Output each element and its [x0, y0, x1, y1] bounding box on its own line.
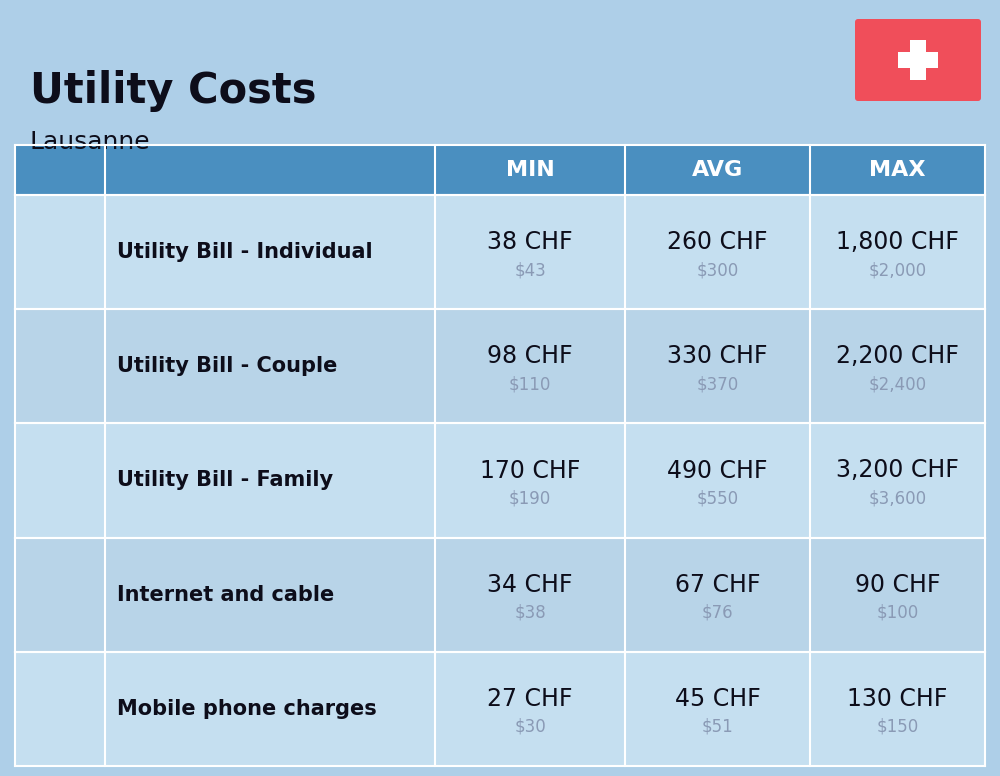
Text: $43: $43	[514, 261, 546, 279]
Text: 1,800 CHF: 1,800 CHF	[836, 230, 959, 254]
Text: 260 CHF: 260 CHF	[667, 230, 768, 254]
Text: MAX: MAX	[869, 160, 926, 180]
Bar	[15, 145, 985, 195]
Text: $300: $300	[696, 261, 739, 279]
Text: Utility Bill - Individual: Utility Bill - Individual	[117, 242, 373, 262]
Text: 130 CHF: 130 CHF	[847, 687, 948, 711]
Text: $30: $30	[514, 718, 546, 736]
Text: 45 CHF: 45 CHF	[675, 687, 760, 711]
Text: $3,600: $3,600	[868, 490, 927, 508]
Text: $2,400: $2,400	[868, 376, 927, 393]
Bar	[15, 652, 985, 766]
Text: 490 CHF: 490 CHF	[667, 459, 768, 483]
Text: Utility Bill - Couple: Utility Bill - Couple	[117, 356, 337, 376]
Bar	[15, 424, 985, 538]
FancyBboxPatch shape	[855, 19, 981, 101]
Bar	[15, 538, 985, 652]
Text: 27 CHF: 27 CHF	[487, 687, 573, 711]
Text: $100: $100	[876, 604, 919, 622]
Text: $190: $190	[509, 490, 551, 508]
Bar	[910, 40, 926, 80]
Text: 90 CHF: 90 CHF	[855, 573, 940, 597]
Text: 170 CHF: 170 CHF	[480, 459, 580, 483]
Text: MIN: MIN	[506, 160, 554, 180]
Text: $38: $38	[514, 604, 546, 622]
Text: $110: $110	[509, 376, 551, 393]
Text: $370: $370	[696, 376, 739, 393]
Bar	[15, 195, 985, 309]
Text: Lausanne: Lausanne	[30, 130, 151, 154]
Text: 3,200 CHF: 3,200 CHF	[836, 459, 959, 483]
Text: 67 CHF: 67 CHF	[675, 573, 760, 597]
Text: $550: $550	[696, 490, 739, 508]
Text: $2,000: $2,000	[868, 261, 927, 279]
Text: Mobile phone charges: Mobile phone charges	[117, 699, 377, 719]
Text: 98 CHF: 98 CHF	[487, 345, 573, 369]
Text: Utility Bill - Family: Utility Bill - Family	[117, 470, 333, 490]
Text: 38 CHF: 38 CHF	[487, 230, 573, 254]
Text: 34 CHF: 34 CHF	[487, 573, 573, 597]
Text: $150: $150	[876, 718, 919, 736]
Text: $76: $76	[702, 604, 733, 622]
Text: $51: $51	[702, 718, 733, 736]
Text: Utility Costs: Utility Costs	[30, 70, 316, 112]
Text: 2,200 CHF: 2,200 CHF	[836, 345, 959, 369]
Text: Internet and cable: Internet and cable	[117, 584, 334, 605]
Text: AVG: AVG	[692, 160, 743, 180]
Bar	[15, 309, 985, 424]
Bar	[898, 53, 938, 68]
Text: 330 CHF: 330 CHF	[667, 345, 768, 369]
